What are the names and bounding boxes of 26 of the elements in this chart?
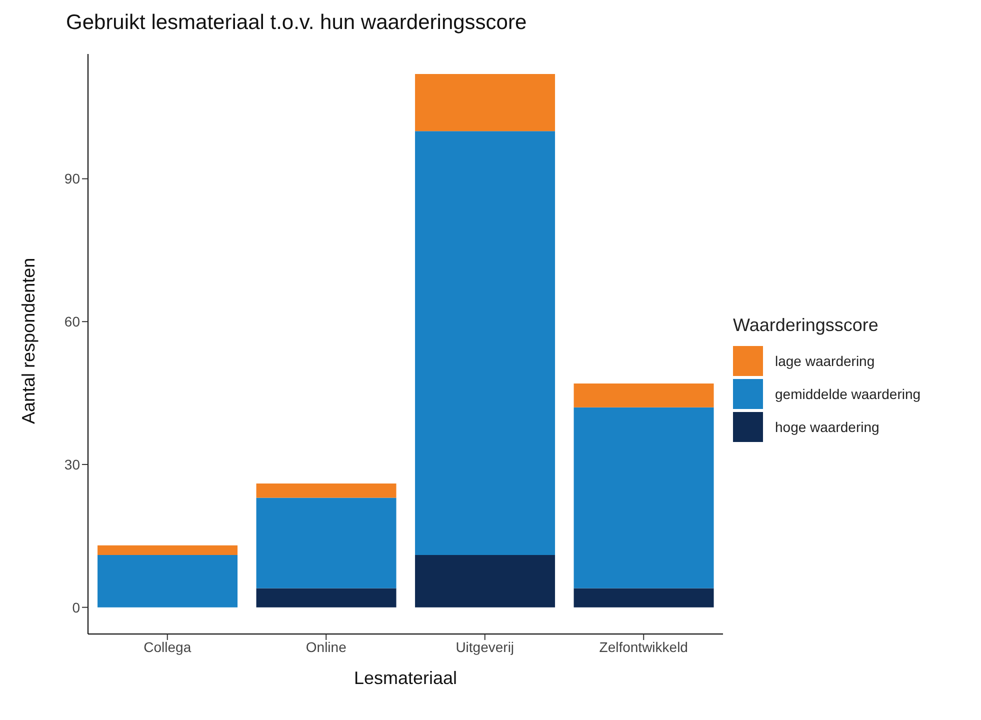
x-tick-label: Zelfontwikkeld [599,638,688,655]
y-tick-label: 90 [64,170,80,187]
x-axis-title: Lesmateriaal [354,668,458,688]
y-axis-title: Aantal respondenten [18,258,38,424]
bar [256,498,396,588]
bar [574,407,714,588]
bar [415,74,556,132]
y-tick-label: 60 [64,314,80,330]
bar [415,131,556,555]
x-tick-label: Uitgeverij [456,638,514,655]
bar [98,554,238,608]
legend-label: gemiddelde waardering [775,386,921,402]
bar [98,545,238,555]
x-tick-label: Collega [144,638,192,655]
legend-label: lage waardering [775,352,875,368]
chart-title: Gebruikt lesmateriaal t.o.v. hun waarderingsscore [66,10,528,36]
bar [574,384,714,408]
bar [415,554,556,608]
bar [256,484,396,498]
y-tick-label: 30 [64,456,80,472]
y-tick-label: 0 [72,599,80,616]
legend-label: hoge waardering [775,418,880,434]
bar [256,588,396,608]
legend-title: Waarderingsscore [733,315,880,336]
bar [574,588,714,608]
x-tick-label: Online [306,638,347,655]
